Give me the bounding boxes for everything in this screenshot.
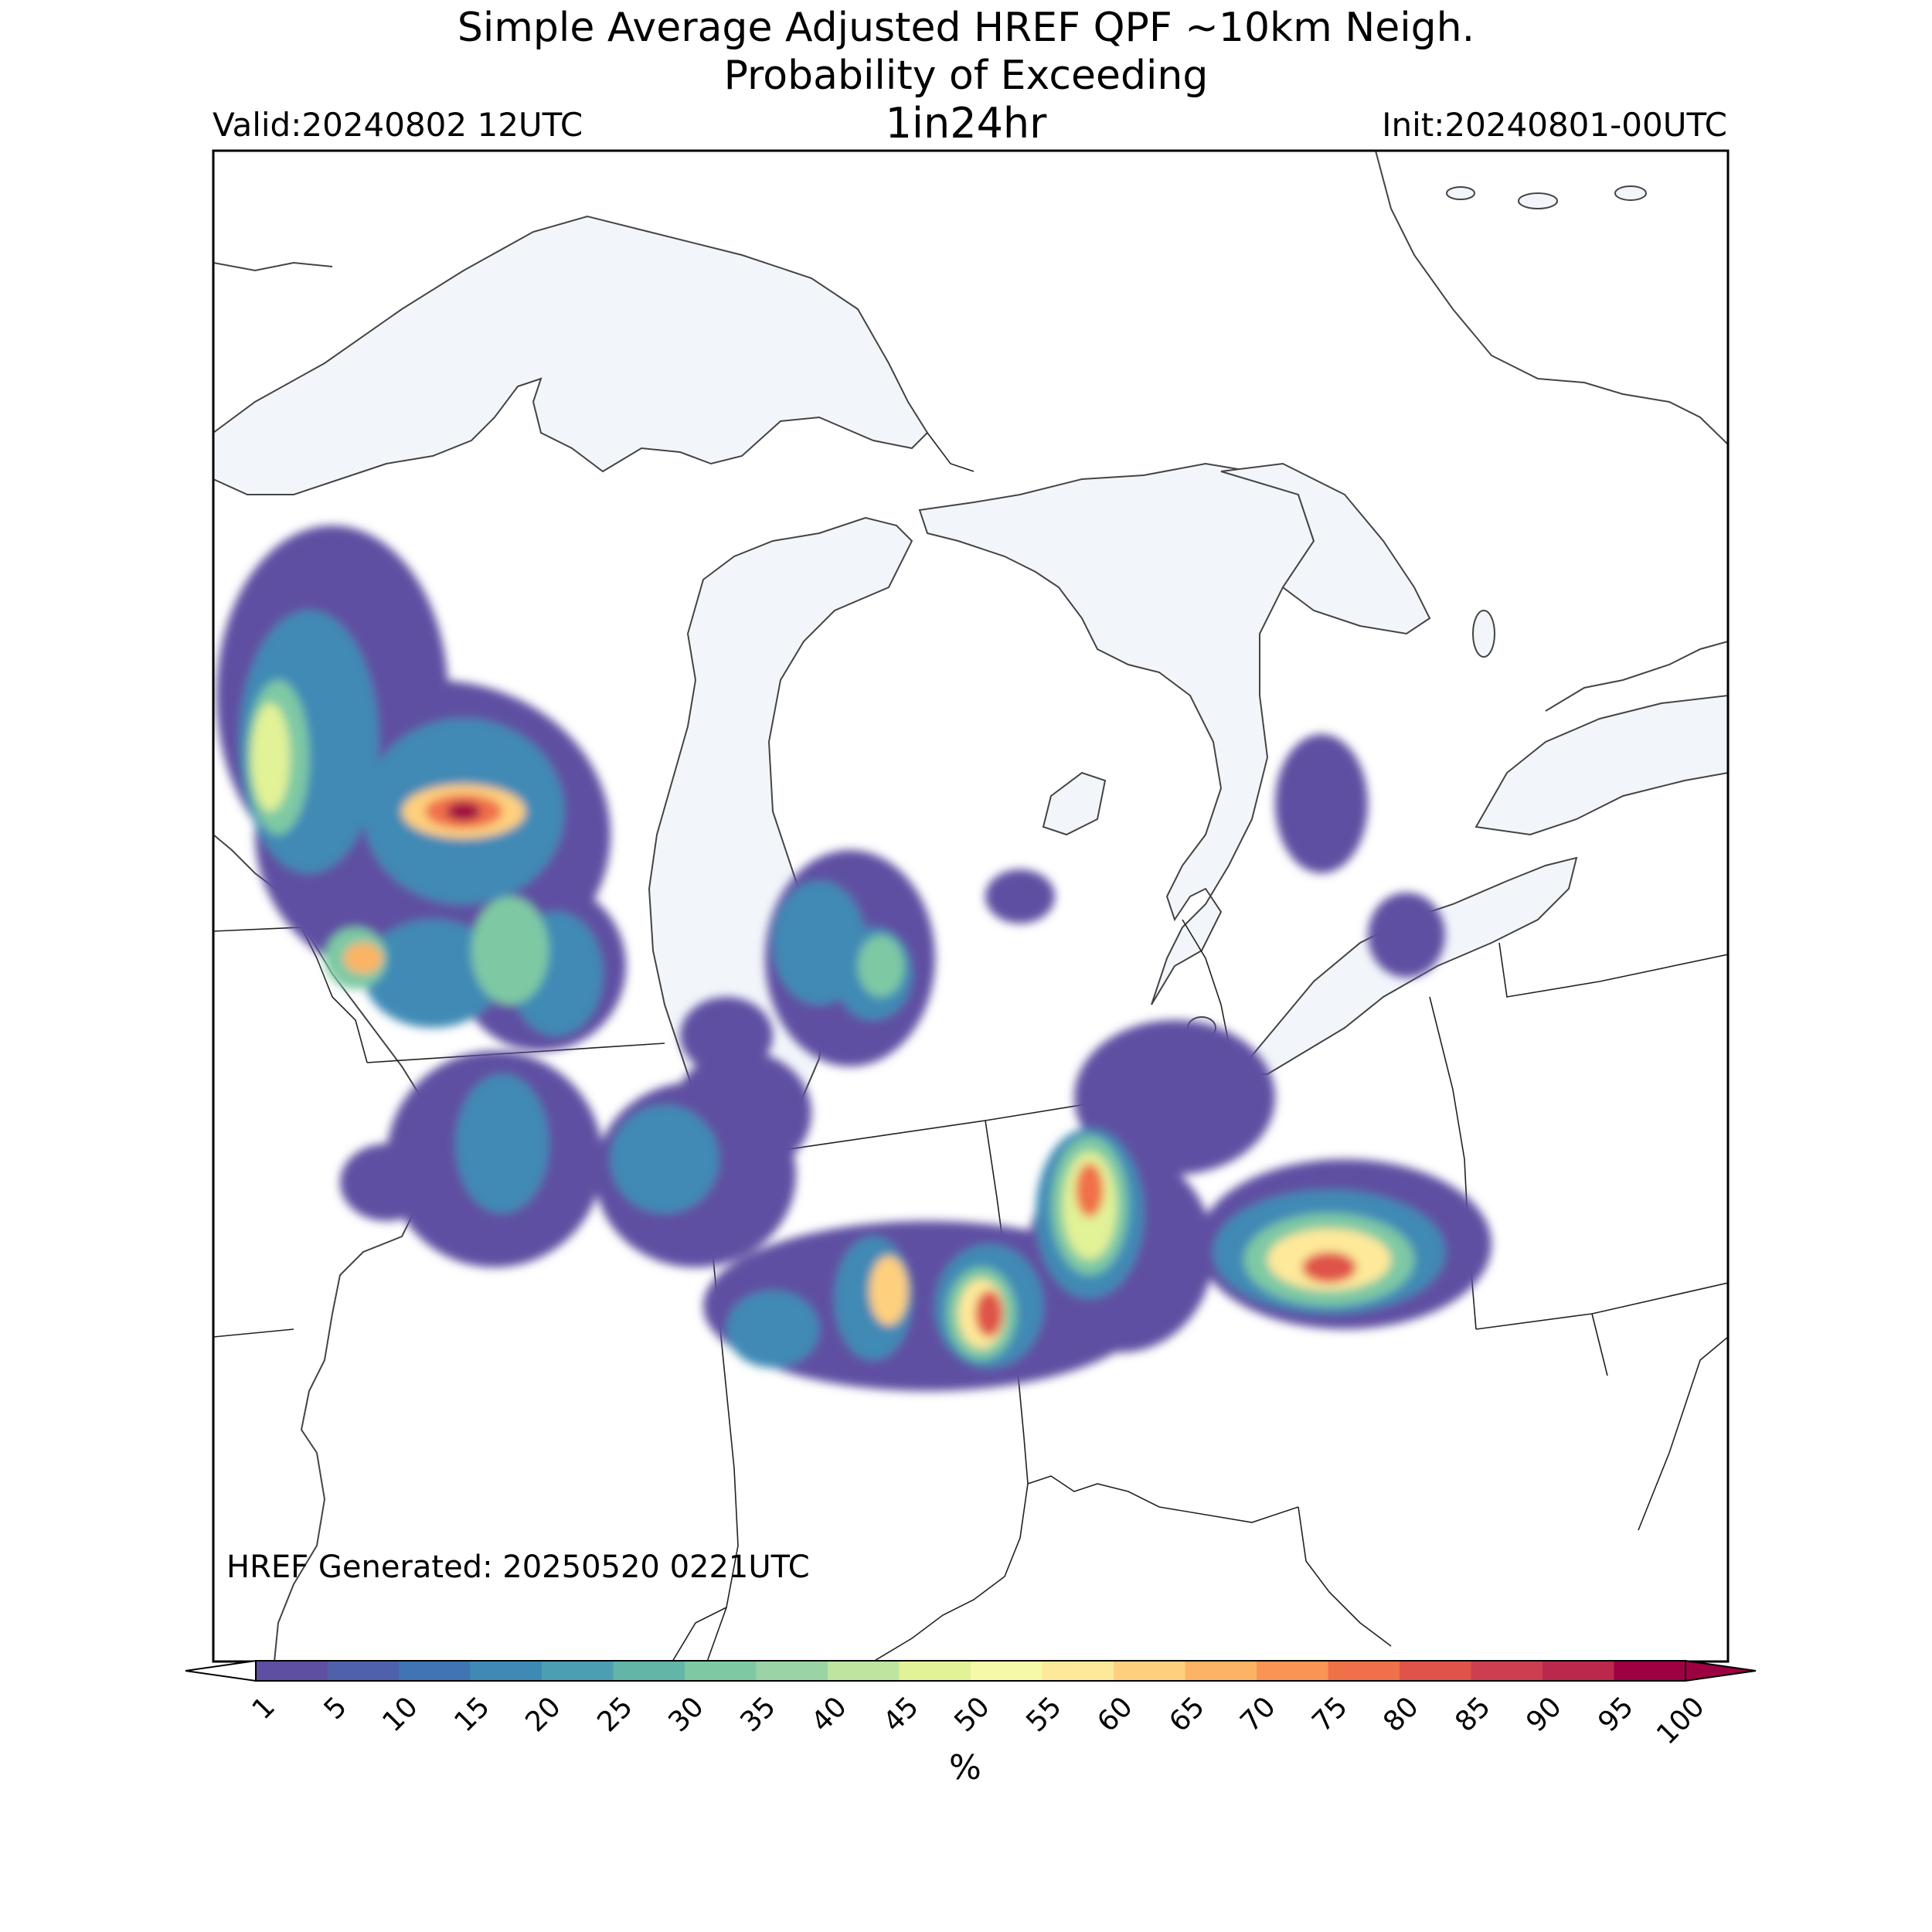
saginaw-bay — [1042, 771, 1107, 836]
init-time-label: Init:20240801-00UTC — [1382, 106, 1727, 144]
colorbar-segment — [756, 1661, 828, 1681]
colorbar-segment — [1614, 1661, 1686, 1681]
colorbar-segment — [613, 1661, 685, 1681]
colorbar-segment — [1328, 1661, 1400, 1681]
colorbar-segment — [542, 1661, 614, 1681]
great-lakes — [213, 185, 1728, 1153]
colorbar-segment — [971, 1661, 1043, 1681]
colorbar — [185, 1659, 1757, 1682]
colorbar-segment — [685, 1661, 757, 1681]
generated-timestamp: HREF Generated: 20250520 0221UTC — [226, 1549, 810, 1585]
lake-superior — [213, 215, 929, 495]
colorbar-segment — [828, 1661, 900, 1681]
colorbar-segment — [327, 1661, 400, 1681]
colorbar-segment — [470, 1661, 543, 1681]
colorbar-unit-label: % — [949, 1748, 981, 1787]
colorbar-segment — [1185, 1661, 1257, 1681]
colorbar-extend-min — [185, 1659, 257, 1682]
colorbar-extend-max — [1685, 1659, 1757, 1682]
map-title-line3: 1in24hr — [885, 99, 1047, 148]
probability-field — [216, 526, 1492, 1391]
valid-time-label: Valid:20240802 12UTC — [213, 106, 583, 144]
colorbar-segment — [1042, 1661, 1114, 1681]
colorbar-segment — [899, 1661, 971, 1681]
colorbar-segment — [1400, 1661, 1471, 1681]
colorbar-segment — [399, 1661, 471, 1681]
map-title-line2: Probability of Exceeding — [723, 53, 1209, 99]
colorbar-segment — [1471, 1661, 1543, 1681]
colorbar-segment — [1114, 1661, 1185, 1681]
colorbar-segment — [1543, 1661, 1614, 1681]
lake-ontario — [1475, 694, 1728, 836]
colorbar-segment — [256, 1661, 328, 1681]
map-title-line1: Simple Average Adjusted HREF QPF ~10km N… — [457, 5, 1475, 51]
colorbar-segment — [1257, 1661, 1328, 1681]
georgian-bay — [1220, 462, 1431, 635]
